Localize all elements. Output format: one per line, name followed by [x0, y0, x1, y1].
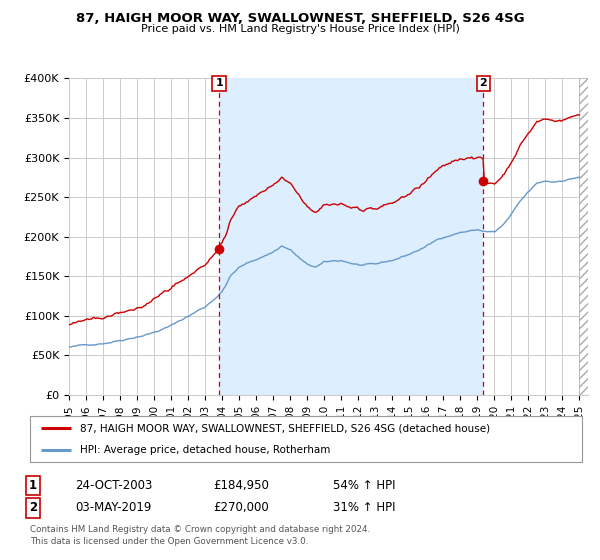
Text: 31% ↑ HPI: 31% ↑ HPI — [333, 501, 395, 515]
Text: Contains HM Land Registry data © Crown copyright and database right 2024.: Contains HM Land Registry data © Crown c… — [30, 525, 370, 534]
Text: 03-MAY-2019: 03-MAY-2019 — [75, 501, 151, 515]
Text: 87, HAIGH MOOR WAY, SWALLOWNEST, SHEFFIELD, S26 4SG (detached house): 87, HAIGH MOOR WAY, SWALLOWNEST, SHEFFIE… — [80, 423, 490, 433]
Text: 24-OCT-2003: 24-OCT-2003 — [75, 479, 152, 492]
Text: 2: 2 — [479, 78, 487, 88]
Text: 2: 2 — [29, 501, 37, 515]
Bar — [219, 78, 483, 395]
Text: HPI: Average price, detached house, Rotherham: HPI: Average price, detached house, Roth… — [80, 445, 330, 455]
Bar — [580, 78, 588, 395]
Text: £184,950: £184,950 — [213, 479, 269, 492]
Text: 54% ↑ HPI: 54% ↑ HPI — [333, 479, 395, 492]
Text: Price paid vs. HM Land Registry's House Price Index (HPI): Price paid vs. HM Land Registry's House … — [140, 24, 460, 34]
Text: 1: 1 — [215, 78, 223, 88]
Text: This data is licensed under the Open Government Licence v3.0.: This data is licensed under the Open Gov… — [30, 537, 308, 546]
Text: 87, HAIGH MOOR WAY, SWALLOWNEST, SHEFFIELD, S26 4SG: 87, HAIGH MOOR WAY, SWALLOWNEST, SHEFFIE… — [76, 12, 524, 25]
Text: £270,000: £270,000 — [213, 501, 269, 515]
Text: 1: 1 — [29, 479, 37, 492]
